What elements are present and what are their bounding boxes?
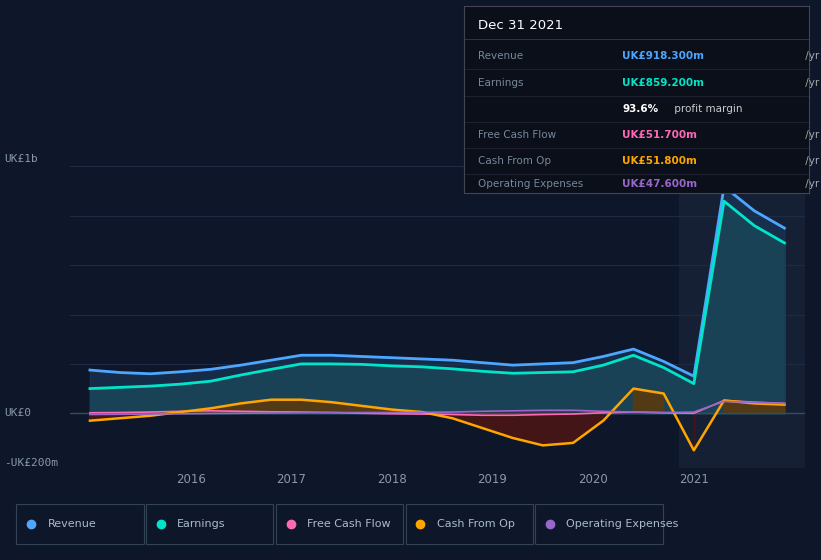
Bar — [276, 504, 403, 544]
Text: Cash From Op: Cash From Op — [478, 156, 551, 166]
Text: Cash From Op: Cash From Op — [437, 519, 515, 529]
Text: Free Cash Flow: Free Cash Flow — [478, 130, 556, 140]
Text: /yr: /yr — [802, 179, 819, 189]
Text: Operating Expenses: Operating Expenses — [478, 179, 583, 189]
Bar — [16, 504, 144, 544]
Bar — [146, 504, 273, 544]
Bar — [406, 504, 533, 544]
Text: UK£1b: UK£1b — [4, 153, 38, 164]
Text: 93.6%: 93.6% — [622, 104, 658, 114]
Text: Earnings: Earnings — [177, 519, 226, 529]
Bar — [679, 154, 805, 468]
Text: UK£0: UK£0 — [4, 408, 31, 418]
Text: Operating Expenses: Operating Expenses — [566, 519, 679, 529]
Text: -UK£200m: -UK£200m — [4, 458, 58, 468]
Text: Dec 31 2021: Dec 31 2021 — [478, 18, 562, 32]
Text: /yr: /yr — [802, 52, 819, 61]
Bar — [535, 504, 663, 544]
Text: Free Cash Flow: Free Cash Flow — [307, 519, 391, 529]
Text: Revenue: Revenue — [48, 519, 96, 529]
Text: /yr: /yr — [802, 156, 819, 166]
Text: UK£51.800m: UK£51.800m — [622, 156, 697, 166]
Text: Earnings: Earnings — [478, 77, 523, 87]
Text: UK£918.300m: UK£918.300m — [622, 52, 704, 61]
Text: UK£47.600m: UK£47.600m — [622, 179, 698, 189]
Text: /yr: /yr — [802, 130, 819, 140]
Text: UK£51.700m: UK£51.700m — [622, 130, 698, 140]
Text: Revenue: Revenue — [478, 52, 523, 61]
Text: UK£859.200m: UK£859.200m — [622, 77, 704, 87]
Text: profit margin: profit margin — [671, 104, 742, 114]
Text: /yr: /yr — [802, 77, 819, 87]
